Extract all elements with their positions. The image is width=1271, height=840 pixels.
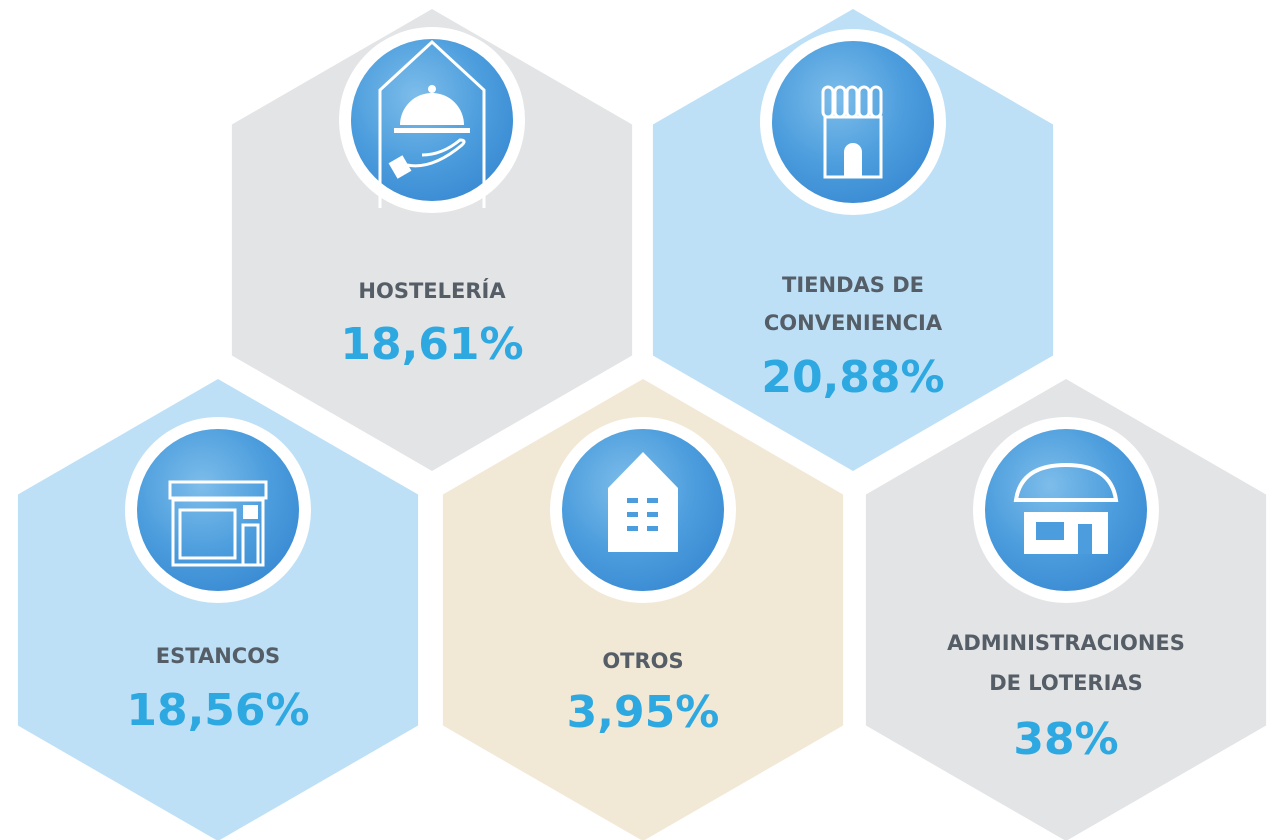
icon-window bbox=[1036, 522, 1064, 540]
hexagon bbox=[442, 379, 844, 840]
category-label: CONVENIENCIA bbox=[764, 311, 943, 335]
icon-window bbox=[178, 508, 237, 560]
icon-cloche bbox=[400, 93, 464, 125]
category-tile: ADMINISTRACIONES DE LOTERIAS 38% bbox=[865, 379, 1267, 840]
category-value: 38% bbox=[1013, 714, 1118, 765]
category-value: 18,56% bbox=[126, 685, 309, 736]
category-label: OTROS bbox=[602, 649, 683, 673]
icon-window bbox=[647, 512, 658, 517]
icon-door bbox=[844, 143, 862, 177]
icon-knob bbox=[428, 85, 436, 93]
hexagon bbox=[865, 379, 1267, 840]
category-tile: ESTANCOS 18,56% bbox=[17, 379, 419, 840]
icon-awning bbox=[168, 480, 268, 500]
icon-window bbox=[647, 526, 658, 531]
icon-building bbox=[608, 452, 678, 552]
icon-door bbox=[1078, 524, 1092, 554]
category-label: ESTANCOS bbox=[156, 644, 280, 668]
hexagon bbox=[17, 379, 419, 840]
icon-sign bbox=[243, 505, 258, 519]
category-tile: TIENDAS DE CONVENIENCIA 20,88% bbox=[652, 9, 1054, 471]
category-label: ADMINISTRACIONES bbox=[947, 631, 1185, 655]
icon-window bbox=[627, 498, 638, 503]
icon-house bbox=[378, 39, 486, 208]
icon-awning bbox=[1013, 462, 1119, 502]
icon-cuff bbox=[388, 155, 412, 179]
icon-door bbox=[241, 523, 260, 567]
icon-window bbox=[647, 498, 658, 503]
category-label: HOSTELERÍA bbox=[358, 278, 506, 303]
hexagon bbox=[231, 9, 633, 471]
icon-awning bbox=[833, 85, 847, 119]
icon-tray bbox=[394, 128, 470, 133]
category-value: 20,88% bbox=[761, 352, 944, 403]
category-tile: HOSTELERÍA 18,61% bbox=[231, 9, 633, 471]
icon-hand bbox=[406, 138, 466, 168]
icon-window bbox=[627, 512, 638, 517]
icon-awning bbox=[857, 85, 871, 119]
category-label: DE LOTERIAS bbox=[989, 671, 1143, 695]
category-label: TIENDAS DE bbox=[782, 273, 924, 297]
hexagon bbox=[652, 9, 1054, 471]
icon-front bbox=[171, 498, 265, 567]
icon-awning bbox=[821, 85, 835, 119]
icon-disc bbox=[985, 429, 1147, 591]
icon-disc bbox=[772, 41, 934, 203]
icon-window bbox=[627, 526, 638, 531]
category-tile: OTROS 3,95% bbox=[442, 379, 844, 840]
category-value: 18,61% bbox=[340, 319, 523, 370]
icon-awning bbox=[845, 85, 859, 119]
icon-awning bbox=[869, 85, 883, 119]
category-value: 3,95% bbox=[567, 687, 720, 738]
